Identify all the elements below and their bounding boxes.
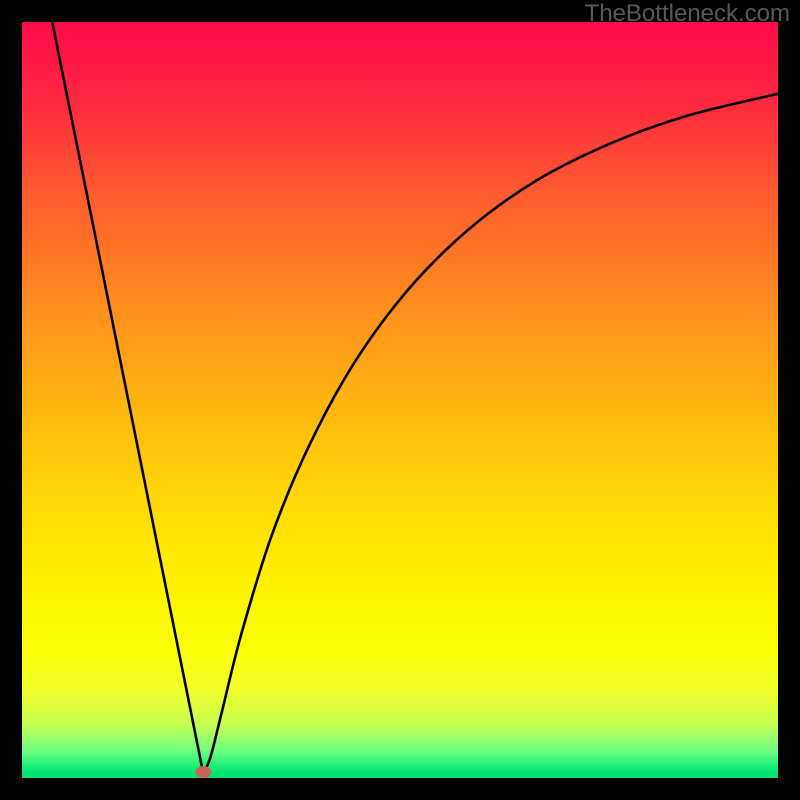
minimum-marker: [195, 766, 211, 778]
bottleneck-curve: [22, 22, 778, 778]
plot-area: [22, 22, 778, 778]
watermark-text: TheBottleneck.com: [585, 0, 790, 28]
chart-container: TheBottleneck.com: [0, 0, 800, 800]
